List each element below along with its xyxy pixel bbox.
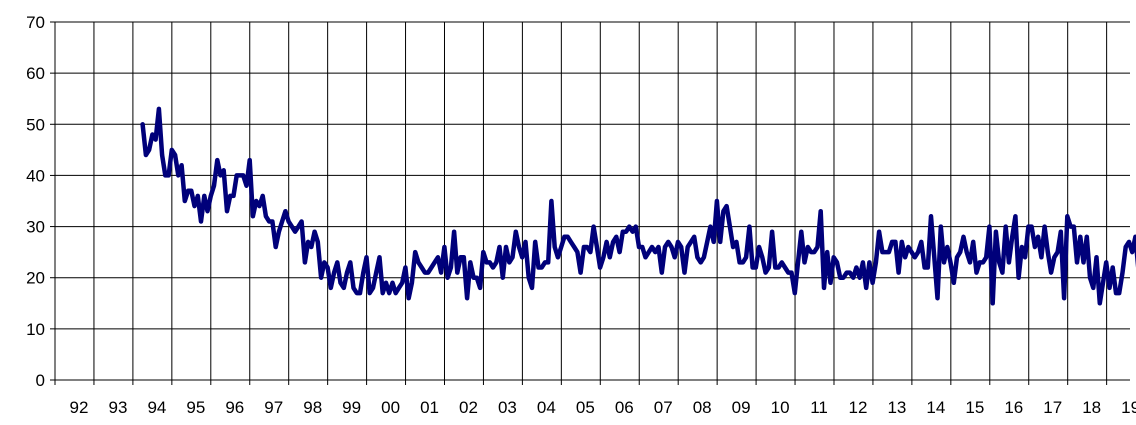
x-tick-label: 07 (654, 398, 673, 417)
x-tick-label: 97 (264, 398, 283, 417)
x-tick-label: 98 (303, 398, 322, 417)
x-tick-label: 95 (186, 398, 205, 417)
chart-grid (50, 21, 1130, 385)
x-tick-label: 14 (926, 398, 945, 417)
x-tick-label: 96 (225, 398, 244, 417)
x-tick-label: 01 (420, 398, 439, 417)
y-tick-label: 0 (36, 371, 45, 390)
x-tick-label: 19 (1121, 398, 1136, 417)
y-tick-label: 40 (26, 166, 45, 185)
x-tick-label: 93 (108, 398, 127, 417)
x-tick-label: 16 (1004, 398, 1023, 417)
x-tick-label: 06 (615, 398, 634, 417)
x-tick-label: 12 (849, 398, 868, 417)
x-tick-label: 13 (887, 398, 906, 417)
x-tick-label: 92 (70, 398, 89, 417)
x-tick-label: 08 (693, 398, 712, 417)
x-tick-label: 94 (147, 398, 166, 417)
y-tick-label: 30 (26, 218, 45, 237)
x-tick-label: 02 (459, 398, 478, 417)
y-tick-label: 60 (26, 64, 45, 83)
x-tick-label: 04 (537, 398, 556, 417)
x-tick-label: 11 (810, 398, 828, 417)
data-series-line (140, 106, 1136, 306)
x-tick-label: 17 (1043, 398, 1062, 417)
y-tick-label: 20 (26, 269, 45, 288)
x-axis-tick-labels: 92 93 94 95 96 97 98 99 00 01 02 03 04 05 06 07 08 09 10 11… (70, 398, 1136, 417)
y-tick-label: 70 (26, 13, 45, 32)
x-tick-label: 05 (576, 398, 595, 417)
x-tick-label: 03 (498, 398, 517, 417)
x-tick-label: 00 (381, 398, 400, 417)
y-axis-tick-labels: 0 10 20 30 40 50 60 70 (26, 13, 45, 390)
x-tick-label: 10 (771, 398, 790, 417)
y-tick-label: 10 (26, 320, 45, 339)
x-tick-label: 09 (732, 398, 751, 417)
x-tick-label: 99 (342, 398, 361, 417)
x-tick-label: 15 (965, 398, 984, 417)
y-tick-label: 50 (26, 115, 45, 134)
x-tick-label: 18 (1082, 398, 1101, 417)
